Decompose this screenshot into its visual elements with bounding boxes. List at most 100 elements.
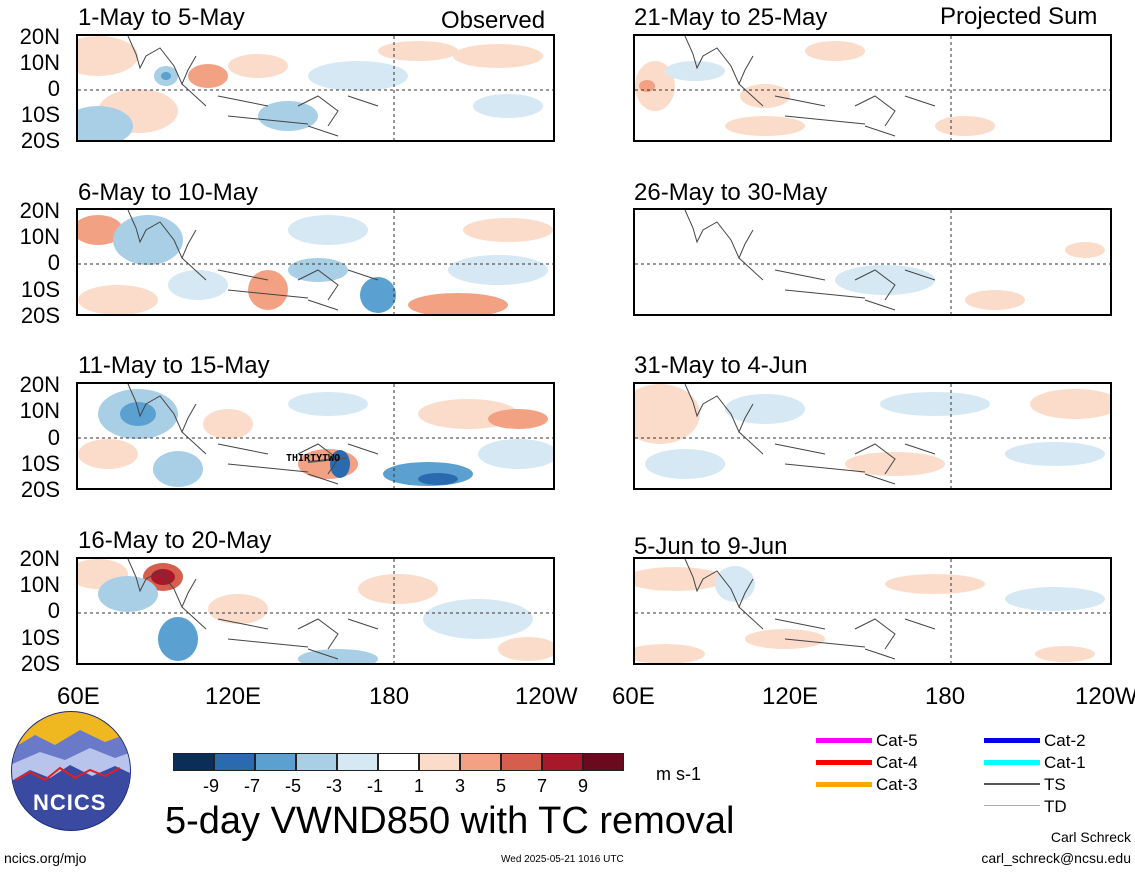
y-tick-label: 20S [20,651,60,676]
colorbar-label: 1 [414,776,425,796]
legend-label-cat4: Cat-4 [876,753,918,772]
colorbar-box [255,753,296,771]
colorbar-label: -7 [244,776,261,796]
projected-label: Projected Sum [940,3,1098,30]
y-tick-label: 0 [47,250,60,275]
panel-title-left-4: 16-May to 20-May [78,527,272,554]
colorbar-box [214,753,255,771]
map-panel-left-4 [76,557,555,665]
colorbar-units: m s-1 [656,764,701,784]
colorbar-label: 9 [578,776,589,796]
map-panel-left-3: THIRTYTWO [76,382,555,490]
main-title: 5-day VWND850 with TC removal [165,800,735,842]
y-tick-label: 20N [19,24,60,49]
panel-title-right-3: 31-May to 4-Jun [634,352,808,379]
x-tick-label: 60E [57,683,100,710]
logo-emblem [11,711,131,831]
y-tick-label: 20S [20,303,60,328]
panel-title-left-2: 6-May to 10-May [78,179,259,206]
x-tick-label: 60E [612,683,655,710]
legend-line-cat3 [816,782,872,787]
y-tick-label: 10S [20,277,60,302]
legend-label-cat2: Cat-2 [1044,731,1086,750]
colorbar-box [419,753,460,771]
map-svg [635,210,1110,314]
colorbar-box [337,753,378,771]
map-panel-right-3 [633,382,1112,490]
anomaly-blobs [78,559,553,663]
map-svg [635,559,1110,663]
y-tick-label: 0 [47,598,60,623]
colorbar-box [501,753,542,771]
footer-timestamp: Wed 2025-05-21 1016 UTC [501,854,624,865]
y-tick-label: 10N [19,224,60,249]
anomaly-blobs [635,566,1105,663]
legend-line-td [984,805,1040,806]
legend-line-cat5 [816,738,872,743]
panel-title-right-2: 26-May to 30-May [634,179,828,206]
anomaly-blobs [835,242,1105,310]
y-tick-label: 20N [19,198,60,223]
panel-title-left-1: 1-May to 5-May [78,4,245,31]
colorbar-box [173,753,214,771]
legend-label-cat3: Cat-3 [876,775,918,794]
y-tick-label: 10N [19,50,60,75]
colorbar-box [378,753,419,771]
legend-line-ts [984,783,1040,785]
observed-label: Observed [441,7,546,34]
ncics-logo: NCICS [10,710,132,832]
logo-text: NCICS [33,790,107,815]
legend-line-cat1 [984,760,1040,765]
y-tick-label: 10N [19,398,60,423]
storm-label: THIRTYTWO [286,453,341,464]
map-svg [78,384,553,488]
colorbar-label: -1 [367,776,384,796]
y-tick-label: 0 [47,76,60,101]
legend-label-cat5: Cat-5 [876,731,918,750]
anomaly-blobs [78,215,553,314]
y-tick-label: 20N [19,372,60,397]
legend-label-cat1: Cat-1 [1044,753,1086,772]
y-tick-label: 20S [20,128,60,153]
colorbar-box [460,753,501,771]
x-tick-label: 120E [205,683,262,710]
y-tick-label: 20S [20,477,60,502]
footer-email: carl_schreck@ncsu.edu [981,850,1131,866]
y-tick-label: 10S [20,451,60,476]
map-panel-right-4 [633,557,1112,665]
colorbar-label: 7 [537,776,548,796]
map-svg [78,559,553,663]
colorbar-label: -3 [326,776,343,796]
colorbar-box [296,753,337,771]
storm-track [307,457,347,463]
x-tick-label: 120E [762,683,819,710]
panel-title-right-1: 21-May to 25-May [634,4,828,31]
colorbar-box [542,753,583,771]
footer-author: Carl Schreck [1050,829,1131,845]
y-tick-label: 10S [20,102,60,127]
colorbar-label: -9 [203,776,220,796]
map-svg [635,36,1110,140]
colorbar-label: 5 [496,776,507,796]
legend-label-td: TD [1044,797,1067,816]
legend-line-cat2 [984,738,1040,743]
map-svg [78,36,553,140]
footer-url: ncics.org/mjo [4,850,87,866]
legend-line-cat4 [816,760,872,765]
y-tick-label: 0 [47,425,60,450]
map-panel-left-1 [76,34,555,142]
map-panel-right-1 [633,34,1112,142]
x-tick-label: 120W [1075,683,1135,710]
legend-label-ts: TS [1044,775,1066,794]
map-svg [78,210,553,314]
y-tick-label: 20N [19,546,60,571]
panel-title-right-4: 5-Jun to 9-Jun [634,533,788,560]
map-panel-right-2 [633,208,1112,316]
anomaly-blobs [78,389,553,487]
map-panel-left-2 [76,208,555,316]
colorbar-box [583,753,624,771]
colorbar-label: -5 [285,776,302,796]
anomaly-blobs [635,384,1110,479]
y-tick-label: 10S [20,625,60,650]
colorbar-label: 3 [455,776,466,796]
